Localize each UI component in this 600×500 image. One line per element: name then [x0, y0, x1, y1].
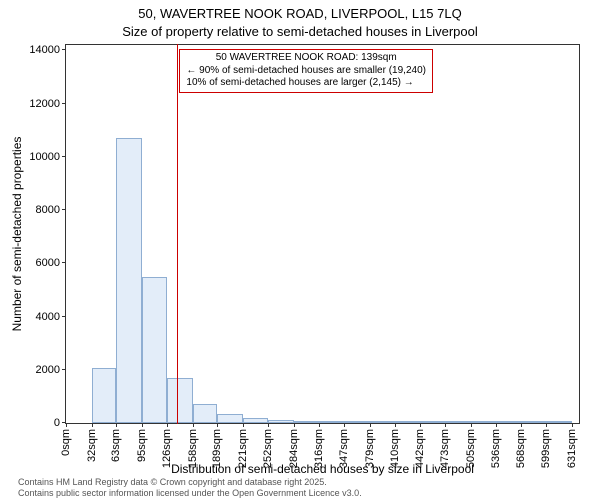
- annotation-box: 50 WAVERTREE NOOK ROAD: 139sqm← 90% of s…: [179, 49, 433, 93]
- footer-line2: Contains public sector information licen…: [18, 488, 362, 498]
- attribution-footer: Contains HM Land Registry data © Crown c…: [18, 477, 362, 498]
- y-tick-label: 2000: [36, 364, 60, 376]
- histogram-bar: [420, 421, 445, 423]
- histogram-bar: [395, 421, 421, 423]
- histogram-bar: [243, 418, 268, 423]
- histogram-bar: [294, 421, 320, 423]
- plot-area: 020004000600080001000012000140000sqm32sq…: [65, 44, 580, 424]
- footer-line1: Contains HM Land Registry data © Crown c…: [18, 477, 362, 487]
- x-tick-label: 0sqm: [60, 429, 72, 456]
- histogram-bar: [167, 378, 193, 423]
- annotation-line: 10% of semi-detached houses are larger (…: [186, 77, 426, 90]
- annotation-line: ← 90% of semi-detached houses are smalle…: [186, 65, 426, 78]
- y-tick-label: 0: [54, 417, 60, 429]
- histogram-bar: [142, 277, 167, 423]
- histogram-bar: [319, 421, 344, 423]
- y-tick-label: 12000: [29, 98, 60, 110]
- histogram-bar: [445, 421, 471, 423]
- chart-container: 50, WAVERTREE NOOK ROAD, LIVERPOOL, L15 …: [0, 0, 600, 500]
- histogram-bar: [471, 421, 496, 423]
- histogram-bar: [193, 404, 218, 423]
- histogram-bar: [546, 421, 572, 423]
- histogram-bar: [268, 420, 294, 423]
- histogram-bar: [370, 421, 395, 423]
- reference-line: [177, 44, 178, 424]
- chart-title-line1: 50, WAVERTREE NOOK ROAD, LIVERPOOL, L15 …: [0, 6, 600, 21]
- y-tick-label: 8000: [36, 204, 60, 216]
- y-tick-label: 14000: [29, 44, 60, 56]
- histogram-bar: [344, 421, 370, 423]
- y-tick-label: 6000: [36, 257, 60, 269]
- x-tick-label: 63sqm: [110, 429, 122, 462]
- x-tick-label: 95sqm: [136, 429, 148, 462]
- histogram-bar: [92, 368, 117, 423]
- annotation-line: 50 WAVERTREE NOOK ROAD: 139sqm: [186, 52, 426, 65]
- histogram-bar: [521, 421, 546, 423]
- histogram-bar: [116, 138, 142, 423]
- histogram-bar: [496, 421, 522, 423]
- chart-title-line2: Size of property relative to semi-detach…: [0, 24, 600, 39]
- y-tick-label: 4000: [36, 311, 60, 323]
- x-axis-label: Distribution of semi-detached houses by …: [65, 462, 580, 476]
- x-tick-label: 32sqm: [86, 429, 98, 462]
- y-tick-label: 10000: [29, 151, 60, 163]
- histogram-bars: [66, 45, 579, 423]
- y-axis-label: Number of semi-detached properties: [10, 137, 24, 332]
- histogram-bar: [217, 414, 243, 423]
